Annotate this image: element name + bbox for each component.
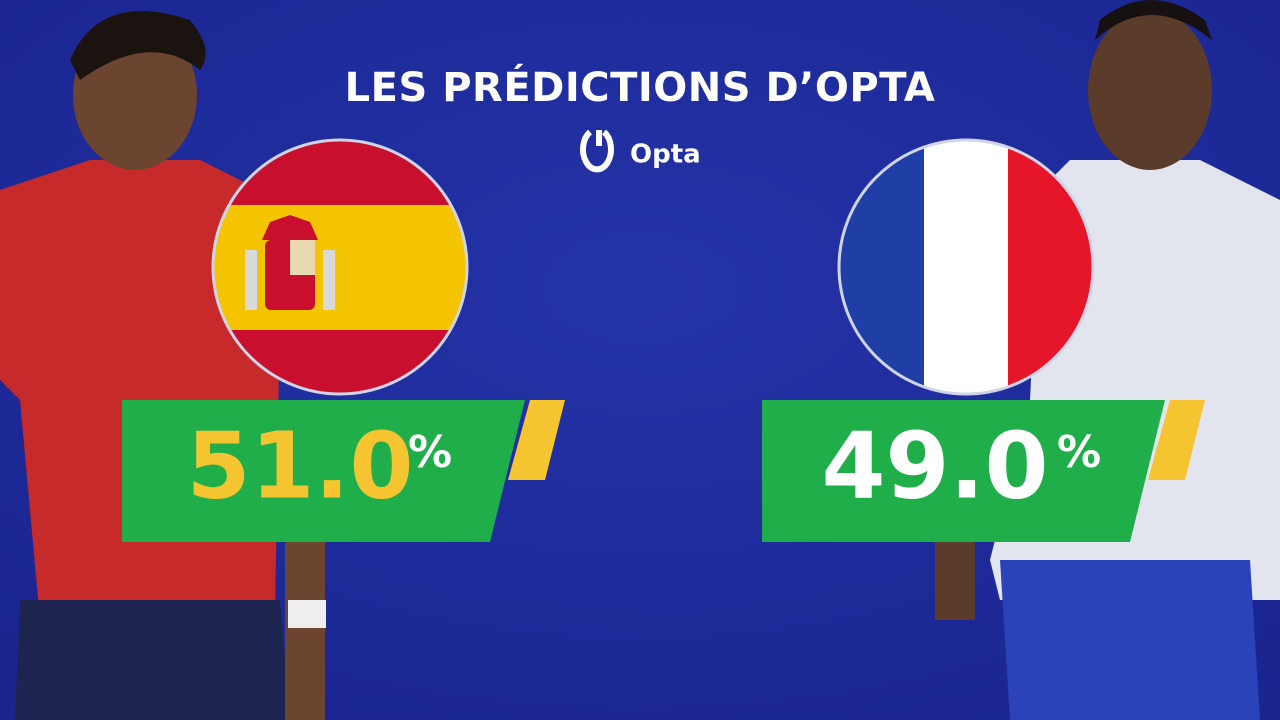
percent-unit: % [408, 427, 452, 478]
percent-unit: % [1057, 427, 1101, 478]
percent-value: 49.0 [822, 412, 1049, 519]
brand: Opta [630, 140, 701, 170]
brand-logo [580, 129, 614, 173]
title: LES PRÉDICTIONS D’OPTA [345, 63, 936, 111]
flag-spain [211, 138, 469, 396]
prediction-box-right: 49.0 % [762, 400, 1205, 542]
prediction-box-left: 51.0 % [122, 400, 565, 542]
percent-value: 51.0 [187, 412, 414, 519]
